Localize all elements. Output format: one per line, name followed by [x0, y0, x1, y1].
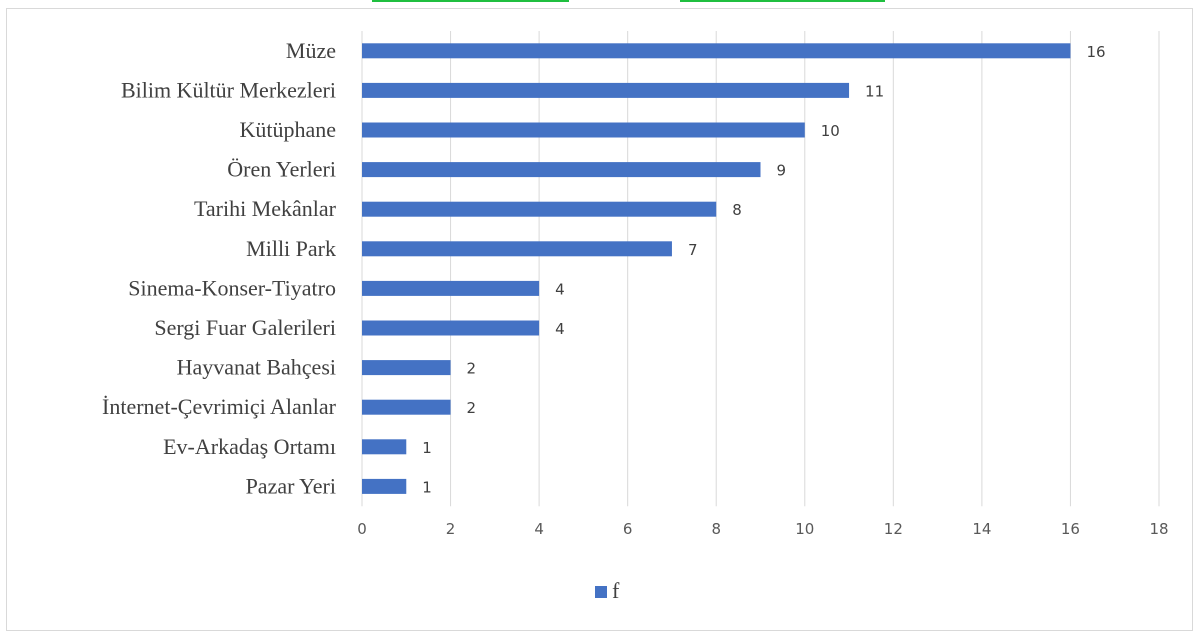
bar[interactable]: [362, 43, 1071, 59]
legend-swatch: [595, 586, 607, 598]
data-label: 4: [555, 320, 565, 338]
x-tick-label: 0: [357, 520, 367, 538]
bar[interactable]: [362, 201, 717, 217]
x-tick-label: 14: [972, 520, 991, 538]
data-label: 4: [555, 280, 565, 298]
category-label: Milli Park: [246, 236, 336, 261]
category-label: İnternet-Çevrimiçi Alanlar: [102, 394, 337, 419]
data-label: 2: [467, 399, 477, 417]
data-label: 16: [1086, 43, 1105, 61]
bar[interactable]: [362, 122, 805, 138]
bar[interactable]: [362, 439, 407, 455]
top-strip-right: [680, 0, 885, 2]
bar[interactable]: [362, 360, 451, 376]
x-tick-label: 18: [1149, 520, 1168, 538]
category-label: Sergi Fuar Galerileri: [154, 315, 336, 340]
data-label: 2: [467, 360, 477, 378]
bar[interactable]: [362, 280, 540, 296]
bar[interactable]: [362, 399, 451, 415]
data-label: 9: [777, 162, 787, 180]
data-label: 10: [821, 122, 840, 140]
x-tick-labels: 0 2 4 6 8 10 12 14 16 18: [357, 520, 1168, 538]
x-tick-label: 12: [884, 520, 903, 538]
category-labels: Müze Bilim Kültür Merkezleri Kütüphane Ören…: [102, 38, 337, 499]
data-label: 8: [732, 201, 742, 219]
x-tick-label: 8: [711, 520, 721, 538]
x-tick-label: 2: [446, 520, 456, 538]
category-label: Pazar Yeri: [246, 473, 336, 498]
category-label: Bilim Kültür Merkezleri: [121, 77, 336, 102]
category-label: Tarihi Mekânlar: [194, 196, 337, 221]
data-label: 7: [688, 241, 698, 259]
bar[interactable]: [362, 478, 407, 494]
bar[interactable]: [362, 162, 761, 178]
bars: [362, 43, 1071, 494]
x-tick-label: 4: [534, 520, 544, 538]
x-tick-label: 16: [1061, 520, 1080, 538]
top-strip-left: [372, 0, 569, 2]
bar[interactable]: [362, 320, 540, 336]
category-label: Kütüphane: [239, 117, 336, 142]
category-label: Hayvanat Bahçesi: [177, 355, 336, 380]
category-label: Ev-Arkadaş Ortamı: [163, 434, 336, 459]
data-label: 11: [865, 82, 884, 100]
x-tick-label: 6: [623, 520, 633, 538]
legend[interactable]: f: [595, 578, 620, 603]
category-label: Sinema-Konser-Tiyatro: [128, 275, 336, 300]
gridlines: [361, 31, 1160, 507]
category-label: Müze: [286, 38, 336, 63]
bar[interactable]: [362, 241, 672, 257]
x-tick-label: 10: [795, 520, 814, 538]
chart-frame: [6, 8, 1193, 631]
data-label: 1: [422, 439, 432, 457]
category-label: Ören Yerleri: [227, 157, 336, 182]
legend-label: f: [612, 578, 620, 603]
bar[interactable]: [362, 82, 850, 98]
data-label: 1: [422, 478, 432, 496]
